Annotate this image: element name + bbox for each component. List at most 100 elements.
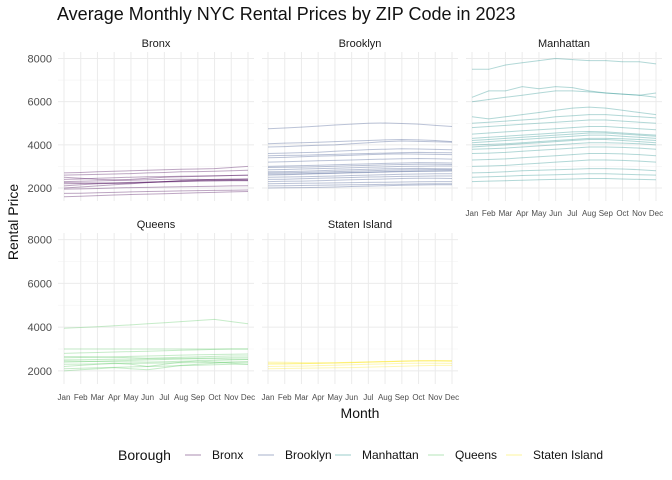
series-line-bronx-6 [63, 180, 248, 187]
x-tick-label: May [327, 393, 342, 402]
legend: Borough Bronx Brooklyn Manhattan Queens Stat… [118, 447, 603, 463]
series-line-brooklyn-16 [267, 167, 453, 173]
series-line-bronx-12 [63, 178, 249, 184]
series-line-bronx-4 [63, 179, 249, 185]
y-tick-label: 8000 [28, 235, 52, 247]
series-line-queens-4 [63, 353, 249, 359]
panel-staten-island: Staten Island Jan Feb Mar Apr May Jun Jul Aug Sep… [262, 219, 460, 402]
x-tick-label: Aug [582, 209, 596, 218]
series-line-staten-island-5 [267, 360, 452, 365]
series-line-bronx-1 [63, 178, 249, 183]
panel-manhattan: Manhattan Jan Feb Mar Apr May Jun Jul Aug Sep Oct N… [466, 38, 664, 218]
series-line-bronx-11 [63, 191, 249, 198]
x-tick-label: Apr [516, 209, 529, 218]
chart-title: Average Monthly NYC Rental Prices by ZIP… [57, 4, 516, 24]
series-line-brooklyn-9 [267, 169, 452, 174]
series-line-manhattan-8 [471, 130, 657, 139]
x-tick-label: Jul [567, 209, 577, 218]
series-line-bronx-9 [63, 178, 249, 189]
series-line-manhattan-19 [471, 139, 657, 148]
series-line-brooklyn-17 [267, 151, 453, 157]
y-axis-title: Rental Price [5, 184, 21, 260]
legend-label-manhattan: Manhattan [362, 448, 419, 462]
series-line-brooklyn-20 [268, 170, 453, 175]
series-line-staten-island-3 [267, 360, 453, 364]
x-tick-label: Mar [499, 209, 513, 218]
legend-item-manhattan: Manhattan [335, 448, 419, 462]
legend-label-queens: Queens [455, 448, 497, 462]
series-line-manhattan-5 [471, 114, 657, 124]
x-tick-label: Nov [632, 209, 646, 218]
y-tick-label: 6000 [28, 97, 52, 109]
series-line-brooklyn-18 [267, 163, 453, 168]
series-line-brooklyn-7 [267, 162, 453, 167]
x-tick-label: May [123, 393, 138, 402]
series-line-manhattan-2 [471, 86, 657, 98]
x-tick-label: Nov [224, 393, 238, 402]
series-line-bronx-2 [63, 169, 249, 176]
series-line-bronx-5 [63, 174, 249, 181]
series-line-queens-5 [63, 357, 248, 361]
y-tick-label: 8000 [28, 53, 52, 65]
x-tick-label: Feb [278, 393, 292, 402]
series-line-bronx-10 [63, 165, 249, 174]
series-line-manhattan-4 [471, 106, 657, 120]
x-tick-label: Nov [428, 393, 442, 402]
series-line-queens-11 [64, 355, 248, 359]
series-line-queens-1 [63, 318, 249, 329]
y-tick-label: 2000 [28, 183, 52, 195]
panel-title-queens: Queens [137, 219, 176, 231]
panel-title-manhattan: Manhattan [538, 38, 590, 50]
series-line-brooklyn-6 [267, 157, 453, 163]
x-tick-label: Dec [445, 393, 459, 402]
series-line-queens-7 [63, 361, 248, 365]
panel-queens: Queens 2000 4000 6000 8000 Jan Feb Mar Apr May Jun… [28, 219, 256, 402]
series-line-brooklyn-11 [267, 173, 452, 178]
x-tick-label: Apr [108, 393, 121, 402]
legend-label-staten-island: Staten Island [533, 448, 603, 462]
chart-panels: Bronx 2000 4000 6000 8000 Brooklyn Manhattan Ja… [28, 38, 664, 402]
x-tick-label: May [531, 209, 546, 218]
series-line-brooklyn-10 [267, 170, 453, 176]
series-line-brooklyn-4 [267, 148, 453, 154]
series-line-bronx-8 [63, 174, 249, 180]
series-line-queens-10 [63, 361, 249, 372]
series-line-staten-island-1 [267, 362, 453, 367]
x-tick-label: Apr [312, 393, 325, 402]
series-line-brooklyn-1 [267, 122, 453, 130]
x-tick-label: Jan [262, 393, 275, 402]
legend-label-bronx: Bronx [212, 448, 243, 462]
series-line-manhattan-14 [471, 159, 657, 167]
y-tick-label: 4000 [28, 140, 52, 152]
x-tick-label: Sep [191, 393, 206, 402]
legend-item-brooklyn: Brooklyn [258, 448, 332, 462]
series-line-manhattan-1 [472, 57, 657, 70]
series-line-bronx-3 [63, 185, 249, 190]
series-line-brooklyn-14 [267, 181, 452, 185]
panel-brooklyn: Brooklyn [262, 38, 458, 201]
series-line-manhattan-18 [471, 132, 657, 141]
x-tick-label: Jun [141, 393, 154, 402]
legend-title: Borough [118, 447, 171, 463]
x-axis-title: Month [341, 405, 380, 421]
series-line-brooklyn-19 [267, 184, 452, 189]
x-tick-label: Jul [159, 393, 169, 402]
x-tick-label: Aug [174, 393, 188, 402]
series-line-manhattan-3 [471, 90, 657, 103]
series-line-queens-8 [63, 360, 249, 368]
x-tick-label: Jun [549, 209, 562, 218]
x-tick-label: Feb [482, 209, 496, 218]
series-line-manhattan-15 [471, 168, 657, 174]
x-tick-label: Jan [466, 209, 479, 218]
legend-item-queens: Queens [428, 448, 497, 462]
x-tick-label: Mar [295, 393, 309, 402]
panel-title-brooklyn: Brooklyn [339, 38, 382, 50]
legend-item-bronx: Bronx [185, 448, 243, 462]
series-line-queens-12 [63, 359, 249, 363]
series-line-manhattan-11 [471, 142, 657, 150]
series-line-staten-island-2 [267, 360, 453, 365]
series-line-manhattan-6 [471, 119, 657, 129]
series-line-staten-island-4 [267, 364, 452, 370]
panel-title-staten-island: Staten Island [328, 219, 392, 231]
